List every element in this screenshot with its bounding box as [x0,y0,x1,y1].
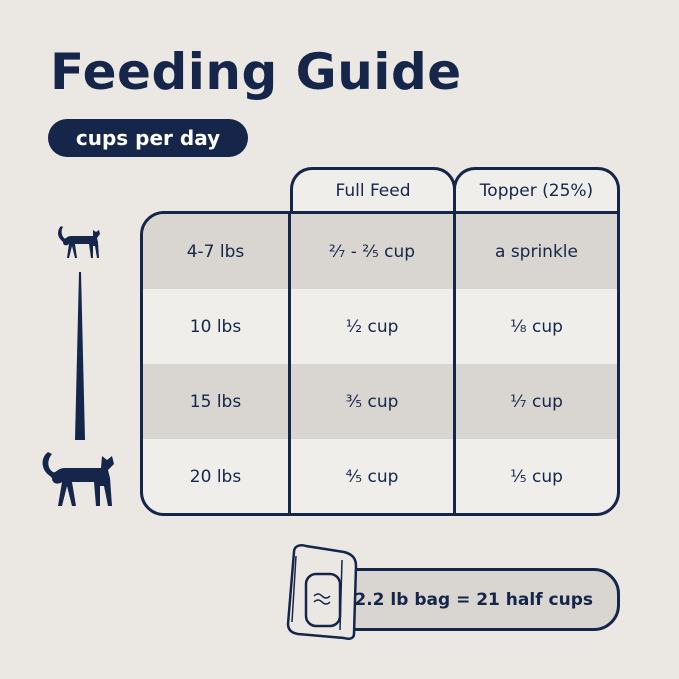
table-row: 10 lbs ¹⁄₂ cup ¹⁄₈ cup [143,289,617,364]
header-full-feed: Full Feed [290,167,456,212]
header-topper: Topper (25%) [453,167,620,212]
topper-cell: ¹⁄₇ cup [510,391,563,412]
bag-note-text: 2.2 lb bag = 21 half cups [354,589,593,610]
size-wedge-icon [75,272,85,440]
full-feed-cell: ²⁄₇ - ²⁄₅ cup [291,214,456,289]
weight-cell: 10 lbs [143,289,291,364]
unit-badge: cups per day [48,119,248,157]
weight-cell: 20 lbs [143,439,291,513]
full-feed-cell: ³⁄₅ cup [291,364,456,439]
weight-cell: 4-7 lbs [143,214,291,289]
table-row: 20 lbs ⁴⁄₅ cup ¹⁄₅ cup [143,439,617,513]
topper-cell: ¹⁄₈ cup [510,316,563,337]
cat-small-icon [58,226,100,258]
full-feed-cell: ⁴⁄₅ cup [291,439,456,513]
table-row: 4-7 lbs ²⁄₇ - ²⁄₅ cup a sprinkle [143,214,617,289]
weight-cell: 15 lbs [143,364,291,439]
topper-cell: a sprinkle [495,241,578,262]
feeding-table: 4-7 lbs ²⁄₇ - ²⁄₅ cup a sprinkle 10 lbs … [140,211,620,516]
full-feed-cell: ¹⁄₂ cup [291,289,456,364]
food-bag-icon [286,544,358,641]
table-row: 15 lbs ³⁄₅ cup ¹⁄₇ cup [143,364,617,439]
page-title: Feeding Guide [50,43,462,101]
topper-cell: ¹⁄₅ cup [510,466,563,487]
cat-large-icon [42,452,114,506]
